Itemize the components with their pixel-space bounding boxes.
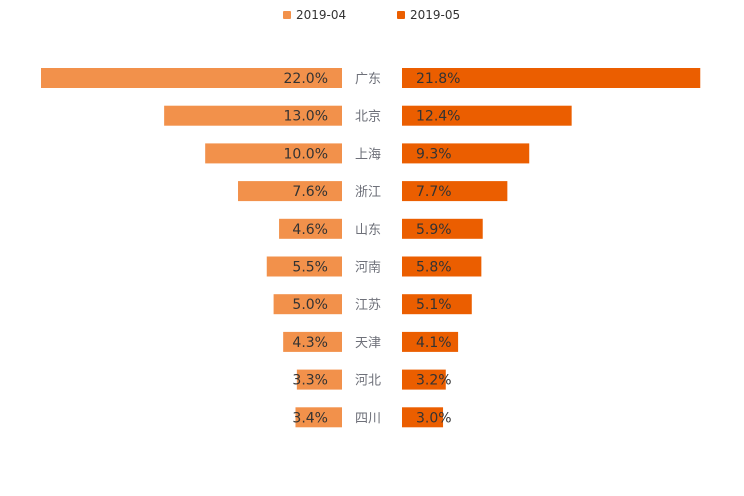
category-label: 上海 — [355, 147, 381, 162]
series-2019-05 — [402, 68, 701, 428]
data-label-2019-05: 5.9% — [416, 222, 452, 238]
data-label-2019-04: 5.5% — [292, 260, 328, 276]
bar-2019-04-8[interactable] — [296, 369, 342, 390]
data-labels: 22.0% 21.8% 13.0% 12.4% 10.0% 9.3% 7.6% 7.7% 4.6… — [284, 71, 461, 426]
legend-swatch-2019-04[interactable] — [283, 11, 291, 19]
data-label-2019-04: 5.0% — [292, 297, 328, 313]
data-label-2019-04: 3.3% — [292, 373, 328, 389]
series-2019-04 — [41, 68, 342, 428]
bar-2019-04-3[interactable] — [238, 181, 342, 202]
bar-2019-05-6[interactable] — [402, 294, 472, 315]
data-label-2019-05: 4.1% — [416, 335, 452, 351]
bar-2019-05-4[interactable] — [402, 218, 483, 239]
data-label-2019-05: 3.2% — [416, 373, 452, 389]
data-label-2019-05: 9.3% — [416, 146, 452, 162]
data-label-2019-04: 10.0% — [284, 146, 328, 162]
category-label: 山东 — [355, 223, 381, 238]
data-label-2019-04: 3.4% — [292, 410, 328, 426]
legend-swatch-2019-05[interactable] — [397, 11, 405, 19]
data-label-2019-04: 22.0% — [284, 71, 328, 87]
data-label-2019-05: 7.7% — [416, 184, 452, 200]
bar-2019-04-5[interactable] — [266, 256, 342, 277]
data-label-2019-04: 7.6% — [292, 184, 328, 200]
data-label-2019-05: 5.8% — [416, 260, 452, 276]
category-label: 北京 — [355, 110, 381, 125]
bar-2019-04-6[interactable] — [273, 294, 342, 315]
bar-2019-04-2[interactable] — [205, 143, 342, 164]
category-label: 天津 — [355, 336, 381, 351]
data-label-2019-05: 5.1% — [416, 297, 452, 313]
legend: 2019-04 2019-05 — [283, 8, 460, 22]
bar-2019-04-4[interactable] — [279, 218, 342, 239]
data-label-2019-04: 4.3% — [292, 335, 328, 351]
bar-2019-05-7[interactable] — [402, 331, 459, 352]
category-label: 河北 — [355, 374, 381, 389]
legend-label-2019-05[interactable]: 2019-05 — [410, 8, 460, 22]
data-label-2019-05: 21.8% — [416, 71, 460, 87]
category-label: 江苏 — [355, 297, 381, 313]
data-label-2019-04: 13.0% — [284, 109, 328, 125]
category-label: 河南 — [355, 260, 381, 276]
bar-2019-05-8[interactable] — [402, 369, 446, 390]
bar-2019-05-2[interactable] — [402, 143, 530, 164]
data-label-2019-05: 12.4% — [416, 109, 460, 125]
legend-label-2019-04[interactable]: 2019-04 — [296, 8, 346, 22]
category-label: 广东 — [355, 72, 381, 87]
category-label: 浙江 — [355, 185, 381, 200]
data-label-2019-04: 4.6% — [292, 222, 328, 238]
bar-2019-04-1[interactable] — [164, 105, 342, 126]
bar-2019-04-7[interactable] — [283, 331, 342, 352]
category-label: 四川 — [355, 411, 381, 426]
bar-2019-05-1[interactable] — [402, 105, 572, 126]
bar-2019-05-9[interactable] — [402, 407, 444, 428]
bar-2019-04-9[interactable] — [295, 407, 342, 428]
data-label-2019-05: 3.0% — [416, 410, 452, 426]
bar-2019-05-5[interactable] — [402, 256, 482, 277]
bar-2019-04-0[interactable] — [41, 68, 342, 88]
bar-2019-05-0[interactable] — [402, 68, 701, 88]
bar-2019-05-3[interactable] — [402, 181, 508, 202]
